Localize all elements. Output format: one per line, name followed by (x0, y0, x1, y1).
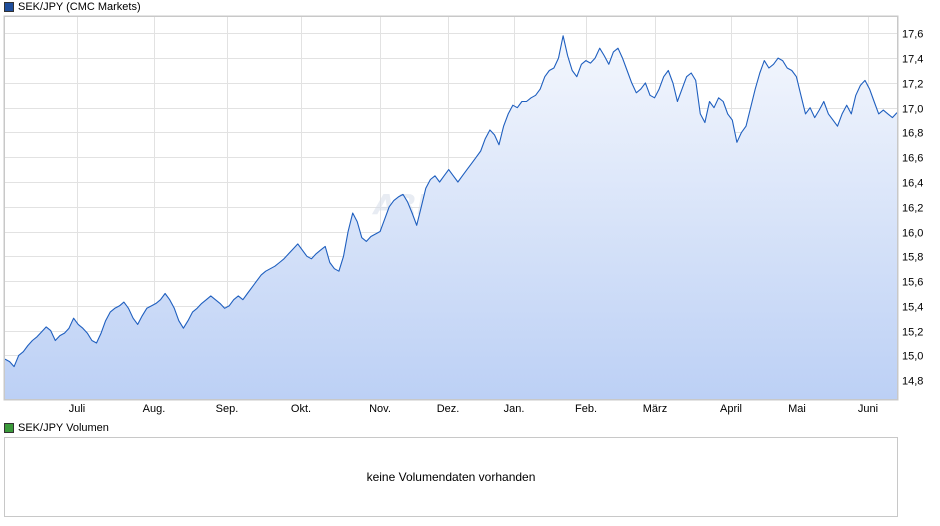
x-tick-label: Sep. (216, 403, 239, 415)
volume-legend: SEK/JPY Volumen (4, 421, 109, 435)
y-tick-label: 15,2 (902, 327, 923, 339)
volume-legend-label: SEK/JPY Volumen (18, 422, 109, 434)
y-tick-label: 15,4 (902, 302, 923, 314)
volume-panel: keine Volumendaten vorhanden (4, 437, 898, 517)
y-tick-label: 15,8 (902, 252, 923, 264)
series-area (5, 35, 897, 401)
x-tick-label: April (720, 403, 742, 415)
y-tick-label: 16,6 (902, 153, 923, 165)
y-tick-label: 15,0 (902, 351, 923, 363)
x-tick-label: Aug. (143, 403, 166, 415)
y-tick-label: 17,0 (902, 104, 923, 116)
price-legend-label: SEK/JPY (CMC Markets) (18, 1, 141, 13)
x-tick-label: März (643, 403, 667, 415)
volume-empty-message: keine Volumendaten vorhanden (366, 470, 536, 484)
price-legend-swatch (4, 2, 14, 12)
x-tick-label: Nov. (369, 403, 391, 415)
y-tick-label: 15,6 (902, 277, 923, 289)
x-tick-label: Jan. (504, 403, 525, 415)
x-tick-label: Feb. (575, 403, 597, 415)
y-tick-label: 17,2 (902, 79, 923, 91)
x-tick-label: Dez. (437, 403, 460, 415)
x-tick-label: Juli (69, 403, 86, 415)
plot-frame (4, 16, 898, 400)
y-tick-label: 17,6 (902, 29, 923, 41)
y-tick-label: 17,4 (902, 54, 923, 66)
volume-legend-swatch (4, 423, 14, 433)
x-tick-label: Juni (858, 403, 878, 415)
price-legend: SEK/JPY (CMC Markets) (4, 0, 141, 14)
y-tick-label: 16,2 (902, 203, 923, 215)
y-tick-label: 14,8 (902, 376, 923, 388)
y-tick-label: 16,4 (902, 178, 923, 190)
price-chart: 14,8 15,0 15,2 15,4 15,6 15,8 16,0 16,2 16,4 16,6… (3, 15, 923, 415)
y-tick-label: 16,0 (902, 228, 923, 240)
x-tick-label: Mai (788, 403, 806, 415)
x-tick-label: Okt. (291, 403, 311, 415)
series-line (4, 35, 898, 368)
y-tick-label: 16,8 (902, 128, 923, 140)
